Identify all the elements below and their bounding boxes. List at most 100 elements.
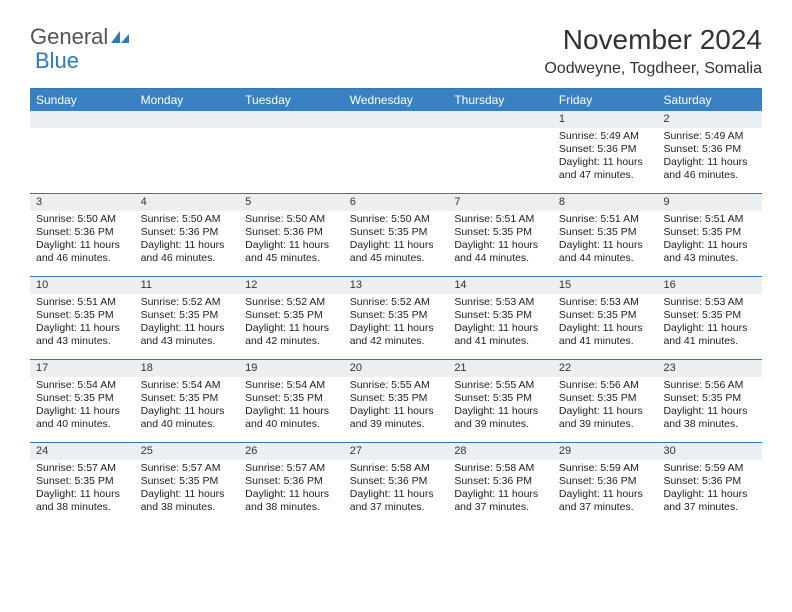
day-number: 6 bbox=[344, 194, 449, 211]
day-cell: 6Sunrise: 5:50 AMSunset: 5:35 PMDaylight… bbox=[344, 194, 449, 276]
day-number bbox=[135, 111, 240, 128]
sunrise-text: Sunrise: 5:54 AM bbox=[141, 379, 234, 392]
day-number: 26 bbox=[239, 443, 344, 460]
daylight-text: Daylight: 11 hours and 45 minutes. bbox=[350, 239, 443, 265]
day-cell: 7Sunrise: 5:51 AMSunset: 5:35 PMDaylight… bbox=[448, 194, 553, 276]
day-cell: 4Sunrise: 5:50 AMSunset: 5:36 PMDaylight… bbox=[135, 194, 240, 276]
daylight-text: Daylight: 11 hours and 46 minutes. bbox=[36, 239, 129, 265]
sunrise-text: Sunrise: 5:51 AM bbox=[454, 213, 547, 226]
sunrise-text: Sunrise: 5:55 AM bbox=[454, 379, 547, 392]
sunset-text: Sunset: 5:35 PM bbox=[454, 309, 547, 322]
day-body: Sunrise: 5:52 AMSunset: 5:35 PMDaylight:… bbox=[344, 294, 449, 353]
sunrise-text: Sunrise: 5:56 AM bbox=[559, 379, 652, 392]
sunset-text: Sunset: 5:35 PM bbox=[663, 309, 756, 322]
sunrise-text: Sunrise: 5:59 AM bbox=[559, 462, 652, 475]
sunrise-text: Sunrise: 5:56 AM bbox=[663, 379, 756, 392]
day-body: Sunrise: 5:49 AMSunset: 5:36 PMDaylight:… bbox=[657, 128, 762, 187]
sunset-text: Sunset: 5:36 PM bbox=[245, 475, 338, 488]
day-cell: 21 Sunrise: 5:55 AMSunset: 5:35 PMDayligh… bbox=[448, 360, 553, 442]
sunrise-text: Sunrise: 5:59 AM bbox=[663, 462, 756, 475]
day-header: Saturday bbox=[657, 89, 762, 111]
day-cell: 5Sunrise: 5:50 AMSunset: 5:36 PMDaylight… bbox=[239, 194, 344, 276]
day-header: Sunday bbox=[30, 89, 135, 111]
day-number: 21 bbox=[448, 360, 553, 377]
daylight-text: Daylight: 11 hours and 43 minutes. bbox=[141, 322, 234, 348]
day-cell bbox=[30, 111, 135, 193]
day-number: 2 bbox=[657, 111, 762, 128]
day-body: Sunrise: 5:54 AMSunset: 5:35 PMDaylight:… bbox=[135, 377, 240, 436]
day-cell: 12Sunrise: 5:52 AMSunset: 5:35 PMDayligh… bbox=[239, 277, 344, 359]
day-body: Sunrise: 5:54 AMSunset: 5:35 PMDaylight:… bbox=[30, 377, 135, 436]
day-cell: 17Sunrise: 5:54 AMSunset: 5:35 PMDayligh… bbox=[30, 360, 135, 442]
sunrise-text: Sunrise: 5:50 AM bbox=[141, 213, 234, 226]
sunset-text: Sunset: 5:35 PM bbox=[36, 309, 129, 322]
day-number: 20 bbox=[344, 360, 449, 377]
day-number: 10 bbox=[30, 277, 135, 294]
sunset-text: Sunset: 5:35 PM bbox=[454, 392, 547, 405]
day-body: Sunrise: 5:54 AMSunset: 5:35 PMDaylight:… bbox=[239, 377, 344, 436]
day-body: Sunrise: 5:56 AMSunset: 5:35 PMDaylight:… bbox=[553, 377, 658, 436]
week-row: 24Sunrise: 5:57 AMSunset: 5:35 PMDayligh… bbox=[30, 443, 762, 525]
day-body: Sunrise: 5:50 AMSunset: 5:36 PMDaylight:… bbox=[30, 211, 135, 270]
day-number: 1 bbox=[553, 111, 658, 128]
sunrise-text: Sunrise: 5:57 AM bbox=[245, 462, 338, 475]
sunset-text: Sunset: 5:35 PM bbox=[559, 392, 652, 405]
day-cell: 22Sunrise: 5:56 AMSunset: 5:35 PMDayligh… bbox=[553, 360, 658, 442]
weeks-container: 1Sunrise: 5:49 AMSunset: 5:36 PMDaylight… bbox=[30, 111, 762, 525]
daylight-text: Daylight: 11 hours and 41 minutes. bbox=[663, 322, 756, 348]
daylight-text: Daylight: 11 hours and 43 minutes. bbox=[663, 239, 756, 265]
day-body: Sunrise: 5:59 AMSunset: 5:36 PMDaylight:… bbox=[553, 460, 658, 519]
day-cell: 23Sunrise: 5:56 AMSunset: 5:35 PMDayligh… bbox=[657, 360, 762, 442]
day-cell: 15Sunrise: 5:53 AMSunset: 5:35 PMDayligh… bbox=[553, 277, 658, 359]
day-header: Monday bbox=[135, 89, 240, 111]
sunrise-text: Sunrise: 5:57 AM bbox=[36, 462, 129, 475]
day-cell: 13Sunrise: 5:52 AMSunset: 5:35 PMDayligh… bbox=[344, 277, 449, 359]
day-cell: 8Sunrise: 5:51 AMSunset: 5:35 PMDaylight… bbox=[553, 194, 658, 276]
sunset-text: Sunset: 5:36 PM bbox=[559, 475, 652, 488]
day-cell bbox=[344, 111, 449, 193]
sunset-text: Sunset: 5:35 PM bbox=[663, 226, 756, 239]
day-body: Sunrise: 5:58 AMSunset: 5:36 PMDaylight:… bbox=[344, 460, 449, 519]
day-body: Sunrise: 5:51 AMSunset: 5:35 PMDaylight:… bbox=[30, 294, 135, 353]
sunrise-text: Sunrise: 5:50 AM bbox=[245, 213, 338, 226]
sunrise-text: Sunrise: 5:55 AM bbox=[350, 379, 443, 392]
daylight-text: Daylight: 11 hours and 39 minutes. bbox=[454, 405, 547, 431]
day-body: Sunrise: 5:51 AMSunset: 5:35 PMDaylight:… bbox=[657, 211, 762, 270]
brand-logo: General bbox=[30, 24, 132, 50]
day-body: Sunrise: 5:57 AMSunset: 5:36 PMDaylight:… bbox=[239, 460, 344, 519]
sunset-text: Sunset: 5:35 PM bbox=[663, 392, 756, 405]
daylight-text: Daylight: 11 hours and 40 minutes. bbox=[141, 405, 234, 431]
sunset-text: Sunset: 5:35 PM bbox=[559, 309, 652, 322]
day-number: 29 bbox=[553, 443, 658, 460]
daylight-text: Daylight: 11 hours and 47 minutes. bbox=[559, 156, 652, 182]
sunset-text: Sunset: 5:36 PM bbox=[559, 143, 652, 156]
header: General November 2024 Oodweyne, Togdheer… bbox=[30, 24, 762, 78]
brand-part1: General bbox=[30, 24, 108, 50]
sunset-text: Sunset: 5:35 PM bbox=[350, 226, 443, 239]
day-number: 15 bbox=[553, 277, 658, 294]
day-body: Sunrise: 5:53 AMSunset: 5:35 PMDaylight:… bbox=[657, 294, 762, 353]
day-number: 4 bbox=[135, 194, 240, 211]
day-cell: 1Sunrise: 5:49 AMSunset: 5:36 PMDaylight… bbox=[553, 111, 658, 193]
day-number bbox=[239, 111, 344, 128]
title-block: November 2024 Oodweyne, Togdheer, Somali… bbox=[544, 24, 762, 78]
day-number: 25 bbox=[135, 443, 240, 460]
day-body: Sunrise: 5:50 AMSunset: 5:36 PMDaylight:… bbox=[239, 211, 344, 270]
day-number: 12 bbox=[239, 277, 344, 294]
calendar-grid: Sunday Monday Tuesday Wednesday Thursday… bbox=[30, 88, 762, 525]
day-number: 7 bbox=[448, 194, 553, 211]
day-cell: 19Sunrise: 5:54 AMSunset: 5:35 PMDayligh… bbox=[239, 360, 344, 442]
day-cell: 3Sunrise: 5:50 AMSunset: 5:36 PMDaylight… bbox=[30, 194, 135, 276]
sail-icon bbox=[110, 30, 130, 44]
daylight-text: Daylight: 11 hours and 44 minutes. bbox=[559, 239, 652, 265]
sunrise-text: Sunrise: 5:52 AM bbox=[141, 296, 234, 309]
day-number: 9 bbox=[657, 194, 762, 211]
day-body: Sunrise: 5:51 AMSunset: 5:35 PMDaylight:… bbox=[448, 211, 553, 270]
week-row: 1Sunrise: 5:49 AMSunset: 5:36 PMDaylight… bbox=[30, 111, 762, 194]
day-body: Sunrise: 5:50 AMSunset: 5:35 PMDaylight:… bbox=[344, 211, 449, 270]
day-body: Sunrise: 5:50 AMSunset: 5:36 PMDaylight:… bbox=[135, 211, 240, 270]
sunrise-text: Sunrise: 5:50 AM bbox=[350, 213, 443, 226]
sunrise-text: Sunrise: 5:53 AM bbox=[559, 296, 652, 309]
day-header: Thursday bbox=[448, 89, 553, 111]
daylight-text: Daylight: 11 hours and 44 minutes. bbox=[454, 239, 547, 265]
